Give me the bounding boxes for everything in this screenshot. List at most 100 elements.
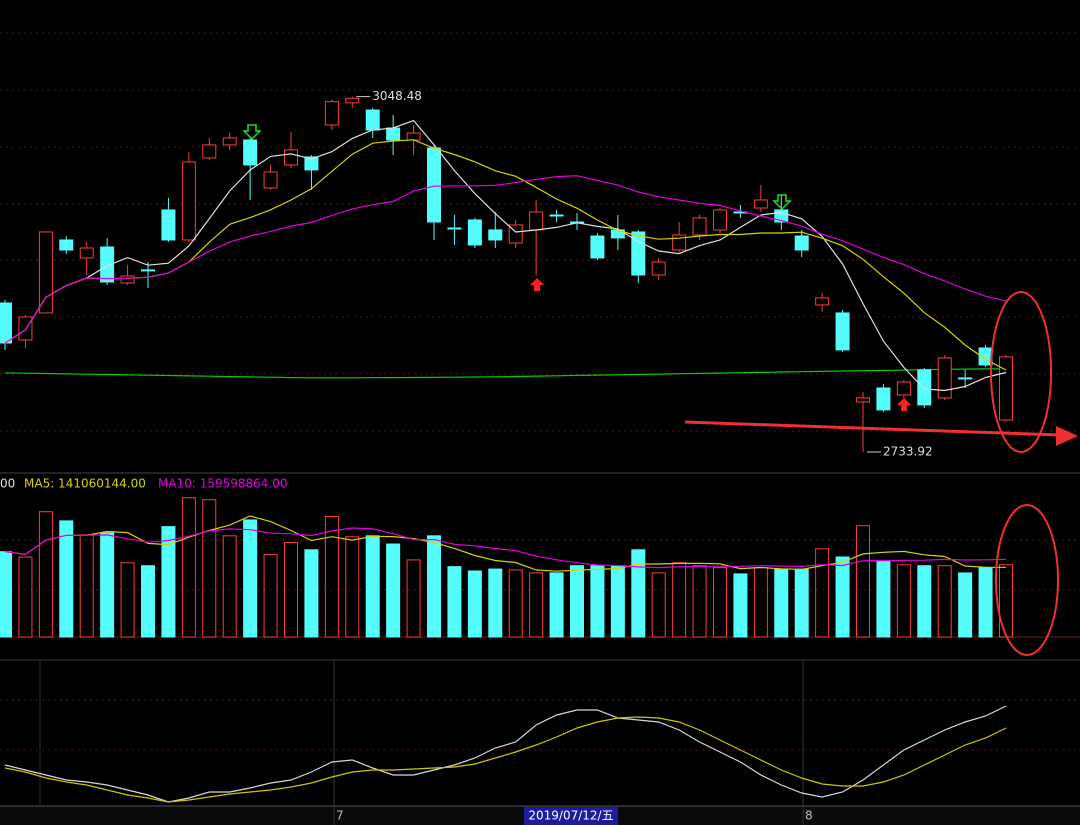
candle-body [0,302,12,344]
candle-body [284,149,298,166]
candle-body [386,127,401,141]
candle-body [753,199,768,209]
volume-bar [610,565,625,638]
volume-bar [692,565,707,638]
candle-body [692,217,707,236]
volume-bar [324,516,339,638]
volume-legend: 00 [0,477,15,491]
x-label: 8 [805,809,813,823]
sell-signal [242,124,262,141]
volume-legend: MA5: 141060144.00 [24,477,146,491]
buy-signal [897,398,911,411]
candle-body [406,132,421,141]
volume-bar [59,520,74,638]
candle-body [222,137,237,146]
volume-bar [549,572,564,638]
volume-bar [978,567,993,638]
candle-body [263,171,278,189]
volume-bar [284,542,298,638]
candle-body [79,247,94,259]
candle-body [651,261,666,276]
volume-bar [794,568,809,638]
x-label: 2019/07/12/五 [528,809,613,823]
candle-body [304,156,319,171]
volume-bar [345,536,360,638]
highlight-circle [990,291,1052,453]
candle-body [120,275,135,284]
price-ma-line [4,175,1007,344]
volume-bar [18,556,33,638]
volume-bar [120,562,135,638]
volume-bar [447,566,462,638]
candle-body [427,147,441,223]
volume-bar [263,554,278,638]
trend-arrow [684,420,1061,437]
candle-body [324,101,339,126]
volume-bar [896,564,911,638]
highlight-circle [995,504,1059,656]
volume-bar [713,567,727,638]
volume-bar [937,565,952,638]
volume-bar [815,548,830,638]
volume-ma-line [4,527,1007,569]
grid [0,32,1080,751]
candle-body [181,161,196,241]
candle-body [999,356,1013,421]
candle-body [447,227,462,230]
volume-bar [733,573,748,638]
candle-body [815,297,830,306]
indicator-line [4,716,1007,803]
candle-body [794,235,809,251]
candle-body [59,239,74,251]
long-ma-line [4,368,1007,379]
candle-body [365,109,380,131]
volume-bar [222,535,237,638]
volume-bar [590,565,605,638]
volume-bar [570,565,584,638]
candle-body [18,316,33,341]
volume-bar [958,572,973,638]
candle-body [713,209,727,231]
candle-body [202,144,217,159]
candle-body [38,231,53,314]
volume-bar [38,511,53,638]
candle-body [529,211,544,231]
volume-bar [467,570,482,638]
volume-bar [202,499,217,638]
volume-bar [181,497,196,638]
volume-legend: MA10: 159598864.00 [158,477,288,491]
candle-body [488,229,503,241]
price-ma-line [4,119,1007,392]
volume-bar [488,568,503,638]
candle-body [467,219,482,246]
volume-bar [631,549,646,638]
candle-body [876,387,891,411]
volume-bar [304,549,319,638]
volume-bar [672,562,687,638]
candle-body [835,312,850,351]
buy-signal [530,278,544,291]
candle-body [937,357,952,399]
volume-ma-line [4,515,1006,572]
volume-bar [856,525,870,638]
candle-body [161,209,176,241]
volume-bar [161,526,176,638]
marks: 3048.48 2733.92 [0,89,1013,803]
volume-bar [835,556,850,638]
volume-bar [508,569,523,638]
volume-bar [427,535,441,638]
candle-body [141,269,155,272]
candle-body [549,214,564,217]
candle-body [896,381,911,396]
volume-bar [386,543,401,638]
volume-bar [100,532,115,638]
trend-arrow-head [1056,426,1078,446]
candle-body [917,369,932,406]
annotation-label: 2733.92 [883,445,933,459]
volume-bar [243,519,258,638]
volume-bar [406,559,421,638]
volume-bar [774,568,789,638]
candle-body [958,377,973,380]
